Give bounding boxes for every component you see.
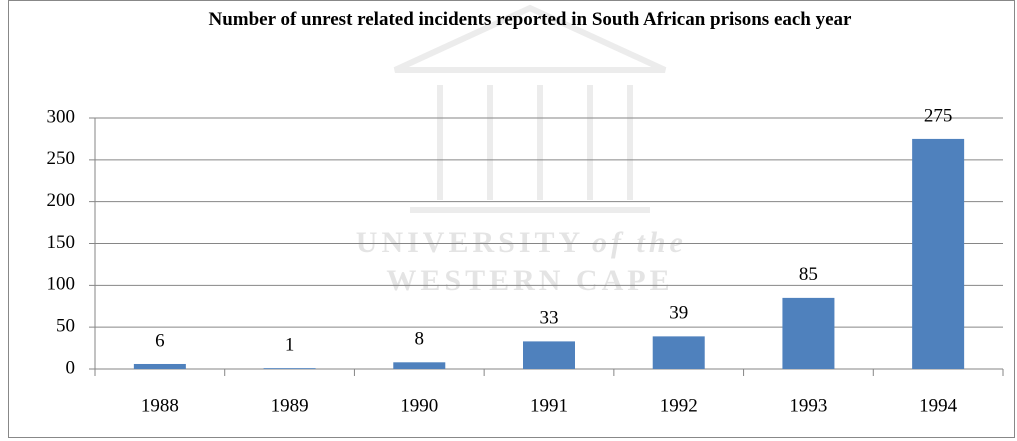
chart-frame: [9, 1, 1015, 438]
y-tick-label: 150: [47, 232, 76, 253]
data-label: 1: [285, 335, 295, 356]
x-tick-label: 1988: [141, 395, 179, 416]
chart-title: Number of unrest related incidents repor…: [100, 8, 960, 32]
watermark: WESTERN CAPE: [386, 264, 673, 297]
data-label: 85: [799, 264, 818, 285]
bar: [264, 368, 316, 369]
y-tick-label: 200: [47, 190, 76, 211]
y-tick-label: 100: [47, 274, 76, 295]
chart: UNIVERSITY of the WESTERN CAPE 0 50 100 150…: [0, 0, 1017, 441]
data-label: 8: [415, 329, 425, 350]
bar: [782, 298, 834, 369]
page: UNIVERSITY of the WESTERN CAPE 0 50 100 150…: [0, 0, 1017, 441]
x-tick-label: 1992: [660, 395, 698, 416]
x-tick-label: 1994: [919, 395, 958, 416]
bar: [523, 341, 575, 369]
y-tick-label: 250: [47, 148, 76, 169]
x-tick-label: 1989: [271, 395, 309, 416]
y-tick-label: 50: [56, 316, 75, 337]
y-tick-label: 0: [66, 357, 76, 378]
bar: [393, 362, 445, 369]
watermark: UNIVERSITY: [356, 226, 584, 259]
data-label: 33: [540, 308, 559, 329]
data-label: 39: [669, 303, 688, 324]
x-tick-label: 1993: [789, 395, 827, 416]
bar: [912, 139, 964, 369]
bar: [134, 364, 186, 369]
data-label: 275: [924, 105, 953, 126]
watermark: of the: [592, 226, 687, 259]
watermark-logo: [395, 8, 665, 210]
x-tick-label: 1991: [530, 395, 568, 416]
y-tick-label: 300: [47, 106, 76, 127]
bar: [653, 336, 705, 369]
data-label: 6: [155, 330, 165, 351]
x-tick-label: 1990: [400, 395, 438, 416]
